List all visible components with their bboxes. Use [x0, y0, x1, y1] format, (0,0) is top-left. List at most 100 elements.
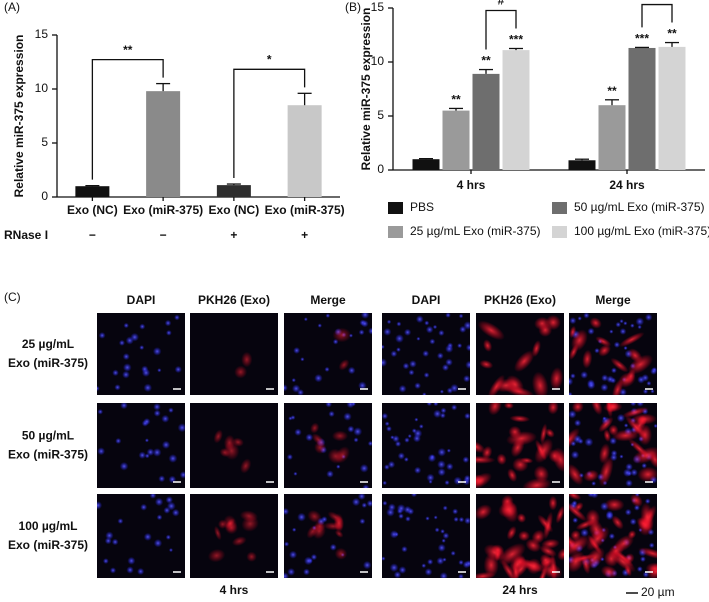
y-tick-label: 15	[35, 27, 49, 41]
cell-stain	[582, 349, 593, 369]
nucleus	[161, 414, 170, 423]
cell-stain	[223, 514, 238, 533]
cell-stain	[488, 403, 502, 416]
nucleus	[569, 410, 577, 419]
nucleus	[433, 409, 442, 419]
nucleus	[284, 541, 290, 547]
cell-stain	[583, 469, 599, 482]
cell-stain	[569, 535, 590, 556]
cell-stain	[536, 563, 549, 578]
panel-label: (A)	[4, 0, 20, 14]
cell-stain	[539, 545, 557, 558]
nucleus	[165, 534, 172, 540]
nucleus	[651, 366, 657, 373]
nucleus	[137, 567, 145, 576]
nucleus	[165, 329, 172, 336]
cell-stain	[547, 403, 559, 415]
nucleus	[425, 516, 430, 521]
nucleus	[401, 545, 408, 553]
nucleus	[439, 389, 444, 394]
nucleus	[303, 568, 311, 576]
nucleus	[290, 415, 296, 421]
nucleus	[444, 480, 450, 486]
nucleus	[171, 508, 180, 517]
cell-stain	[555, 505, 564, 524]
cell-stain	[585, 509, 601, 527]
x-tick-label: Exo (miR-375)	[265, 203, 345, 217]
nucleus	[404, 437, 410, 443]
nucleus	[629, 403, 637, 407]
nucleus	[623, 423, 629, 428]
nucleus	[286, 453, 293, 461]
nucleus	[441, 538, 446, 543]
nucleus	[458, 559, 464, 566]
micrograph	[284, 494, 372, 578]
nucleus	[115, 437, 122, 445]
cell-stain	[483, 339, 493, 352]
cell-stain	[569, 494, 582, 501]
x-tick-label: Exo (miR-375)	[123, 203, 203, 217]
y-tick-label: 0	[377, 162, 384, 176]
nucleus	[418, 424, 424, 429]
row-value: +	[230, 228, 237, 242]
nucleus	[437, 447, 447, 457]
nucleus	[428, 479, 433, 484]
micrograph	[382, 403, 470, 488]
nucleus	[451, 404, 458, 411]
cell-stain	[509, 415, 531, 423]
nucleus	[583, 313, 590, 319]
nucleus	[303, 556, 313, 566]
cell-stain	[503, 403, 514, 410]
row-label: 25 µg/mL	[22, 337, 74, 351]
nucleus	[328, 410, 335, 418]
nucleus	[143, 417, 151, 426]
nucleus	[168, 548, 174, 553]
nucleus	[291, 377, 296, 383]
cell-stain	[332, 327, 352, 343]
legend-swatch	[552, 226, 567, 238]
nucleus	[324, 366, 330, 372]
nucleus	[442, 532, 450, 540]
nucleus	[112, 369, 119, 377]
nucleus	[119, 461, 129, 471]
nucleus	[362, 484, 370, 488]
micrograph-content	[234, 351, 253, 379]
micrograph-content	[476, 403, 564, 488]
nucleus	[463, 474, 470, 482]
y-tick-label: 5	[41, 135, 48, 149]
nucleus	[343, 412, 352, 421]
nucleus	[358, 381, 367, 390]
nucleus	[440, 528, 445, 534]
nucleus	[613, 341, 621, 348]
cell-stain	[569, 428, 580, 452]
nucleus	[362, 560, 372, 570]
cell-stain	[545, 314, 561, 331]
cell-stain	[512, 561, 520, 578]
cell-stain	[627, 530, 637, 539]
nucleus	[424, 320, 430, 326]
nucleus	[97, 447, 106, 456]
cell-stain	[589, 317, 602, 329]
legend-swatch	[388, 226, 403, 238]
scale-bar-label: 20 µm	[641, 585, 675, 599]
y-tick-label: 10	[35, 81, 49, 95]
nucleus	[398, 384, 407, 393]
nucleus	[98, 332, 106, 339]
significance-star: ***	[635, 32, 649, 46]
cell-stain	[600, 565, 618, 578]
cell-stain	[637, 466, 657, 483]
nucleus	[464, 412, 470, 420]
nucleus	[439, 572, 448, 578]
nucleus	[102, 558, 109, 565]
cell-stain	[569, 550, 585, 573]
cell-stain	[476, 571, 496, 578]
x-tick-label: 4 hrs	[457, 178, 486, 192]
nucleus	[114, 384, 121, 391]
nucleus	[382, 344, 385, 350]
nucleus	[177, 423, 185, 433]
nucleus	[168, 454, 178, 463]
nucleus	[441, 363, 450, 372]
nucleus	[572, 517, 579, 524]
nucleus	[587, 327, 595, 335]
nucleus	[446, 448, 451, 453]
